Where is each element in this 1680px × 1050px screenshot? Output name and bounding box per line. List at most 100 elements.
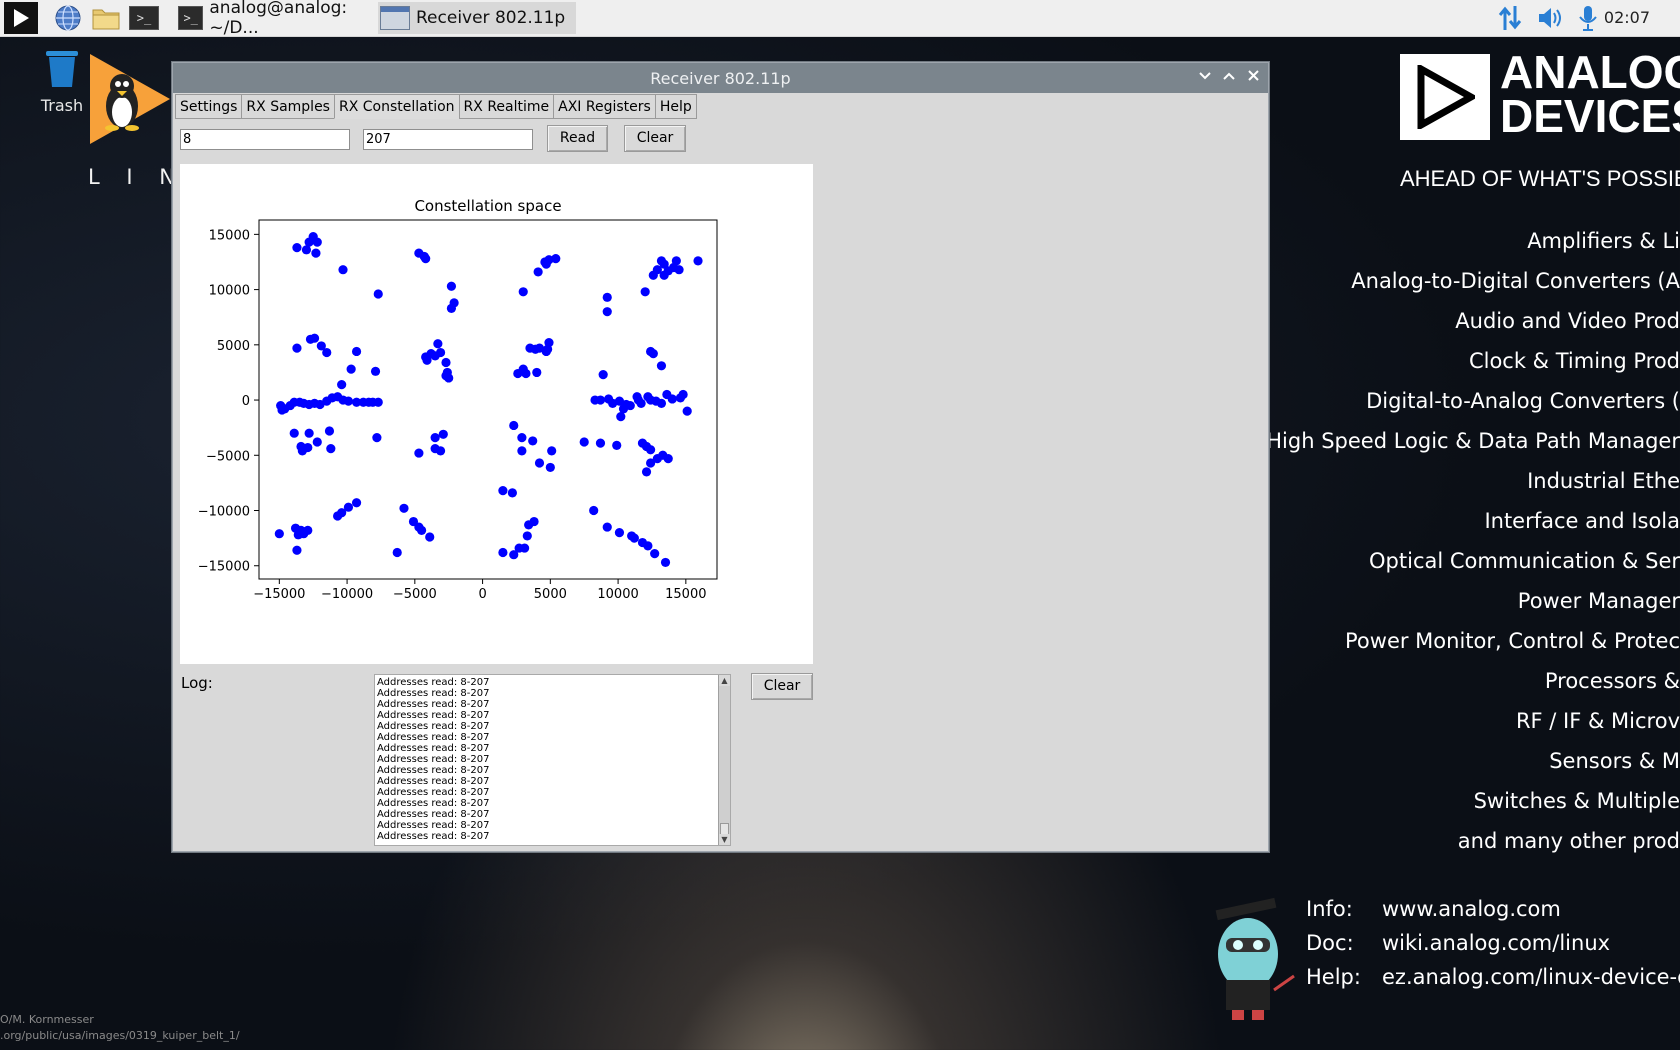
data-point — [659, 270, 669, 280]
x-tick-label: 0 — [478, 587, 486, 602]
info-link: www.analog.com — [1382, 897, 1561, 921]
log-line: Addresses read: 8-207 — [377, 699, 490, 710]
end-address-input[interactable]: 207 — [363, 129, 533, 150]
data-point — [629, 533, 639, 543]
log-clear-button[interactable]: Clear — [751, 673, 813, 700]
data-point — [656, 398, 667, 408]
start-address-input[interactable]: 8 — [180, 129, 350, 150]
taskbar: >_ >_ analog@analog: ~/D... Receiver 802… — [0, 0, 1680, 38]
close-button[interactable] — [1244, 67, 1262, 87]
data-point — [602, 292, 612, 302]
window-titlebar[interactable]: Receiver 802.11p — [173, 63, 1268, 93]
network-status[interactable] — [1494, 2, 1526, 34]
product-item: Digital-to-Analog Converters ( — [1366, 389, 1680, 413]
data-point — [289, 428, 299, 438]
product-item: Audio and Video Prod — [1455, 309, 1680, 333]
close-icon — [1247, 70, 1259, 81]
product-item: Power Monitor, Control & Protec — [1345, 629, 1680, 653]
terminal-icon: >_ — [178, 6, 204, 30]
microphone-control[interactable] — [1572, 2, 1604, 34]
x-tick-label: 5000 — [534, 587, 567, 602]
data-point — [324, 426, 335, 436]
data-point — [414, 448, 424, 458]
y-tick-label: 10000 — [209, 284, 250, 299]
read-button[interactable]: Read — [547, 125, 608, 152]
brand-name: ANALOG DEVICES — [1500, 46, 1680, 142]
maximize-button[interactable] — [1220, 67, 1238, 87]
plot-frame — [258, 219, 718, 580]
log-line: Addresses read: 8-207 — [377, 688, 490, 699]
tab-bar: Settings RX Samples RX Constellation RX … — [175, 94, 697, 119]
data-point — [337, 379, 347, 390]
data-point — [551, 254, 561, 264]
data-point — [498, 547, 508, 558]
data-point — [322, 347, 332, 358]
constellation-plot: Constellation space −15000 −10000 −5000 0 500… — [180, 164, 813, 664]
microphone-icon — [1579, 6, 1597, 31]
tab-settings[interactable]: Settings — [175, 94, 243, 119]
scroll-down-arrow-icon[interactable]: ▼ — [719, 834, 730, 845]
data-point — [671, 256, 681, 266]
data-point — [667, 394, 677, 404]
log-textbox[interactable]: Addresses read: 8-207 Addresses read: 8-2… — [374, 674, 731, 846]
scroll-up-arrow-icon[interactable]: ▲ — [719, 675, 730, 686]
data-point — [579, 437, 589, 447]
minimize-button[interactable] — [1196, 67, 1214, 87]
data-point — [534, 458, 545, 468]
brand-line-1: ANALOG — [1500, 46, 1680, 98]
tab-rx-constellation[interactable]: RX Constellation — [333, 94, 460, 119]
data-point — [444, 373, 454, 383]
product-item: High Speed Logic & Data Path Manager — [1266, 429, 1680, 453]
trash-desktop-icon[interactable]: Trash — [38, 48, 86, 115]
info-block: Info: www.analog.com Doc: wiki.analog.com/… — [1306, 892, 1680, 994]
data-point — [522, 531, 532, 541]
data-point — [433, 339, 443, 349]
y-tick-label: 5000 — [217, 339, 250, 354]
data-point — [663, 453, 673, 464]
y-tick-label: −15000 — [198, 560, 250, 575]
task-terminal[interactable]: >_ analog@analog: ~/D... — [176, 0, 376, 38]
data-point — [498, 486, 508, 496]
data-point — [421, 254, 431, 264]
data-point — [595, 438, 606, 448]
data-point — [602, 307, 612, 317]
main-menu-button[interactable] — [4, 2, 38, 34]
file-manager-launcher[interactable] — [90, 2, 122, 34]
brand-line-2: DEVICES — [1500, 90, 1680, 142]
log-scrollbar[interactable]: ▲ ▼ — [718, 675, 730, 845]
data-point — [399, 503, 409, 513]
data-point — [646, 445, 656, 455]
play-triangle-icon — [1417, 65, 1475, 129]
data-point — [533, 267, 543, 277]
task-receiver[interactable]: Receiver 802.11p — [378, 2, 576, 34]
log-label: Log: — [181, 674, 213, 692]
log-line: Addresses read: 8-207 — [377, 710, 490, 721]
credit-line-1: O/M. Kornmesser — [0, 1013, 94, 1026]
data-point — [301, 245, 312, 255]
tab-rx-realtime[interactable]: RX Realtime — [458, 94, 555, 119]
web-browser-launcher[interactable] — [52, 2, 84, 34]
data-point — [346, 364, 356, 374]
linux-tux-logo — [90, 54, 170, 144]
volume-control[interactable] — [1534, 2, 1566, 34]
tab-help[interactable]: Help — [654, 94, 697, 119]
data-point — [650, 548, 660, 559]
product-item: Power Manager — [1517, 589, 1680, 613]
brand-tagline: AHEAD OF WHAT'S POSSIBLE — [1400, 166, 1680, 191]
data-point — [602, 522, 612, 532]
terminal-launcher[interactable]: >_ — [128, 2, 160, 34]
data-point — [304, 428, 314, 438]
doc-row: Doc: wiki.analog.com/linux — [1306, 926, 1680, 960]
x-tick-label: −15000 — [253, 587, 305, 602]
data-point — [646, 458, 656, 468]
tab-rx-samples[interactable]: RX Samples — [241, 94, 335, 119]
tab-axi-registers[interactable]: AXI Registers — [553, 94, 656, 119]
data-point — [343, 502, 354, 512]
window-controls — [1196, 67, 1262, 87]
data-point — [274, 529, 284, 539]
clock[interactable]: 02:07 — [1603, 8, 1650, 27]
chevron-up-icon — [1223, 72, 1235, 80]
log-line: Addresses read: 8-207 — [377, 809, 490, 820]
clear-button[interactable]: Clear — [624, 125, 686, 152]
data-point — [616, 412, 626, 422]
